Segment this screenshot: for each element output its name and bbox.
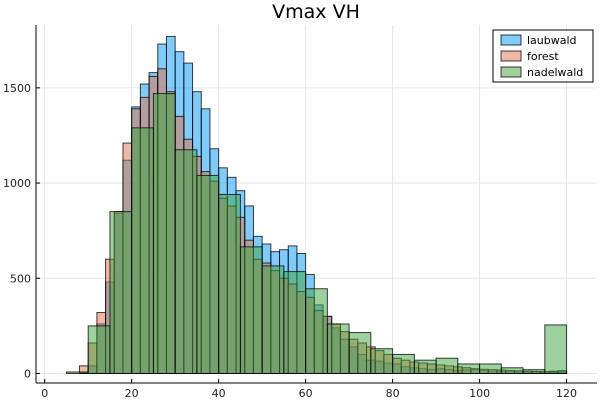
bar-nadelwald [196,174,220,374]
axes [35,25,597,384]
x-tick-label: 120 [556,387,577,400]
x-tick-label: 100 [469,387,490,400]
bar-nadelwald [305,288,328,374]
bar-nadelwald [239,246,263,374]
chart-title: Vmax VH [272,1,360,23]
bar-nadelwald [218,193,241,374]
legend-swatch-forest [500,50,522,62]
y-tick-label: 1500 [3,82,31,95]
legend-label-laubwald: laubwald [527,34,577,47]
tick-labels: 0 20 40 60 80 100 120 0 500 1000 1500 [3,82,577,400]
bar-nadelwald [326,323,350,374]
y-tick-label: 0 [24,367,31,380]
bar-nadelwald [522,369,546,374]
bar-nadelwald [457,363,481,374]
legend-swatch-laubwald [500,34,522,46]
bar-nadelwald [109,211,133,374]
legend: laubwald forest nadelwald [492,29,594,83]
bar-nadelwald [65,371,89,374]
bar-nadelwald [348,332,372,374]
bar-nadelwald [174,149,198,374]
x-tick-label: 20 [125,387,139,400]
bar-nadelwald [87,325,111,374]
bars-layer [65,35,568,374]
y-tick-label: 500 [10,272,31,285]
bar-nadelwald [370,348,394,374]
bar-nadelwald [283,271,307,374]
bar-nadelwald [261,265,285,374]
bar-nadelwald [500,367,524,374]
bar-nadelwald [152,93,176,374]
x-tick-label: 0 [41,387,48,400]
x-tick-label: 80 [386,387,400,400]
x-tick-label: 40 [212,387,226,400]
bar-nadelwald [544,324,568,374]
y-tick-label: 1000 [3,177,31,190]
bar-nadelwald [479,363,502,374]
legend-label-nadelwald: nadelwald [527,66,583,79]
bar-nadelwald [392,353,415,374]
series-nadelwald [65,93,568,374]
legend-label-forest: forest [527,50,559,63]
bar-nadelwald [131,127,154,374]
bar-nadelwald [413,359,437,374]
legend-swatch-nadelwald [500,66,522,78]
bar-nadelwald [435,357,459,374]
x-tick-label: 60 [299,387,313,400]
